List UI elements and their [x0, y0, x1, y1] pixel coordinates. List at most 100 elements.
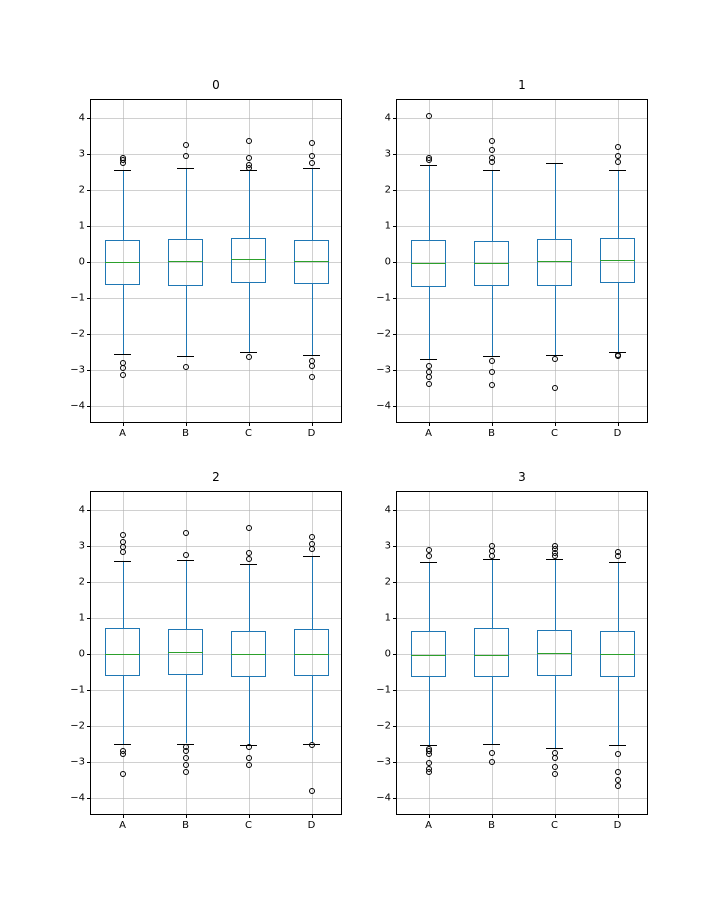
flier: [615, 353, 621, 359]
ytick-label: −3: [70, 756, 91, 767]
ytick-label: 4: [385, 504, 397, 515]
whisker-lower: [123, 285, 124, 353]
cap-upper: [177, 560, 195, 561]
gridline-h: [397, 690, 647, 691]
cap-upper: [240, 564, 258, 565]
ytick-label: −4: [70, 401, 91, 412]
flier: [552, 385, 558, 391]
whisker-lower: [429, 677, 430, 745]
flier: [426, 553, 432, 559]
flier: [246, 550, 252, 556]
flier: [615, 159, 621, 165]
ytick-label: 3: [79, 149, 91, 160]
ytick-label: 2: [79, 576, 91, 587]
xtick-label: A: [119, 422, 126, 439]
whisker-lower: [618, 677, 619, 746]
whisker-upper: [186, 168, 187, 238]
flier: [552, 356, 558, 362]
cap-upper: [114, 170, 132, 171]
flier: [309, 534, 315, 540]
ytick-label: 4: [79, 504, 91, 515]
flier: [183, 762, 189, 768]
flier: [246, 744, 252, 750]
cap-lower: [177, 356, 195, 357]
gridline-h: [91, 298, 341, 299]
flier: [246, 155, 252, 161]
flier: [183, 552, 189, 558]
ytick-label: 0: [385, 648, 397, 659]
flier: [183, 755, 189, 761]
flier: [246, 556, 252, 562]
ytick-label: −2: [376, 329, 397, 340]
xtick-label: A: [425, 422, 432, 439]
flier: [246, 762, 252, 768]
gridline-h: [397, 762, 647, 763]
flier: [309, 160, 315, 166]
cap-upper: [483, 170, 501, 171]
gridline-h: [397, 370, 647, 371]
gridline-h: [397, 546, 647, 547]
xtick-label: D: [614, 814, 622, 831]
flier: [183, 153, 189, 159]
flier: [489, 382, 495, 388]
xtick-label: C: [551, 814, 558, 831]
subplot-title: 1: [397, 78, 647, 92]
gridline-h: [397, 226, 647, 227]
median-line: [294, 654, 329, 655]
cap-lower: [483, 356, 501, 357]
gridline-h: [91, 370, 341, 371]
xtick-label: D: [614, 422, 622, 439]
flier: [489, 759, 495, 765]
cap-upper: [114, 561, 132, 562]
flier: [615, 553, 621, 559]
gridline-h: [91, 154, 341, 155]
gridline-h: [91, 798, 341, 799]
flier: [246, 755, 252, 761]
box: [231, 238, 266, 283]
flier: [615, 777, 621, 783]
whisker-lower: [555, 676, 556, 748]
gridline-h: [397, 118, 647, 119]
whisker-lower: [555, 286, 556, 355]
flier: [426, 374, 432, 380]
ytick-label: −2: [70, 720, 91, 731]
flier: [426, 769, 432, 775]
ytick-label: −2: [70, 329, 91, 340]
whisker-upper: [312, 168, 313, 240]
cap-upper: [483, 559, 501, 560]
median-line: [294, 261, 329, 262]
flier: [183, 769, 189, 775]
flier: [615, 751, 621, 757]
ytick-label: −2: [376, 720, 397, 731]
flier: [120, 771, 126, 777]
xtick-label: A: [425, 814, 432, 831]
gridline-h: [91, 118, 341, 119]
whisker-upper: [186, 560, 187, 629]
flier: [120, 549, 126, 555]
ytick-label: −1: [70, 684, 91, 695]
gridline-h: [397, 298, 647, 299]
gridline-h: [397, 510, 647, 511]
cap-lower: [609, 745, 627, 746]
flier: [489, 553, 495, 559]
ytick-label: 0: [79, 648, 91, 659]
ytick-label: 1: [385, 612, 397, 623]
cap-upper: [420, 562, 438, 563]
subplot-0: 0−4−3−2−101234ABCD: [90, 99, 342, 423]
flier: [552, 755, 558, 761]
gridline-h: [91, 762, 341, 763]
gridline-h: [91, 582, 341, 583]
flier: [426, 157, 432, 163]
median-line: [231, 654, 266, 655]
ytick-label: 0: [79, 257, 91, 268]
xtick-label: D: [308, 814, 316, 831]
median-line: [168, 261, 203, 262]
flier: [120, 372, 126, 378]
cap-upper: [609, 170, 627, 171]
whisker-lower: [618, 283, 619, 352]
whisker-upper: [492, 170, 493, 241]
whisker-upper: [123, 561, 124, 629]
cap-upper: [546, 163, 564, 164]
flier: [426, 113, 432, 119]
median-line: [474, 263, 509, 264]
